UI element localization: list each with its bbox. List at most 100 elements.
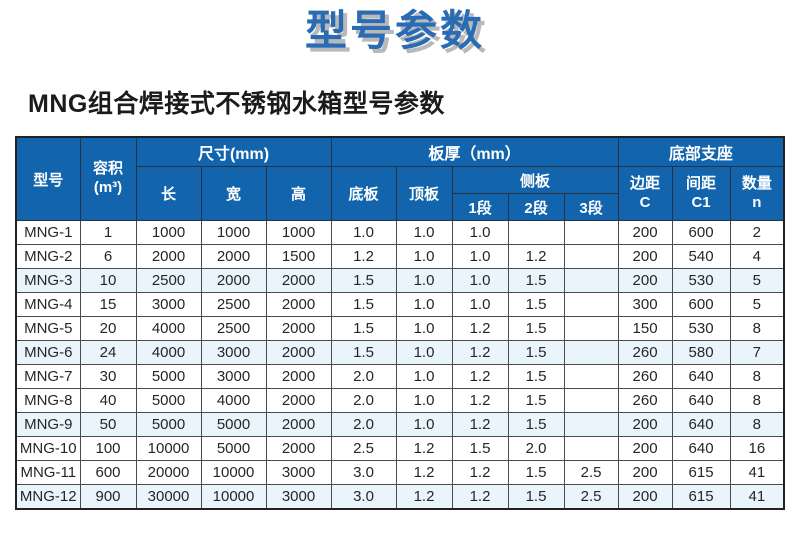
header-qty-line2: n xyxy=(752,193,762,211)
value-cell: 1.0 xyxy=(395,220,453,246)
value-cell: 5000 xyxy=(135,412,202,438)
value-cell: 200 xyxy=(617,412,673,438)
value-cell: 2000 xyxy=(265,340,332,366)
table-row: MNG-10 100 10000 5000 2000 2.5 1.2 1.5 2.0 200 640… xyxy=(15,436,785,462)
value-cell: 200 xyxy=(617,244,673,270)
header-thickness-group: 板厚（mm） xyxy=(330,136,619,168)
value-cell: 1.2 xyxy=(451,316,509,342)
model-cell: MNG-5 xyxy=(15,316,81,342)
value-cell: 20 xyxy=(79,316,137,342)
table-row: MNG-4 15 3000 2500 2000 1.5 1.0 1.0 1.5 300 600 5 xyxy=(15,292,785,318)
model-cell: MNG-3 xyxy=(15,268,81,294)
header-volume-line1: 容积 xyxy=(92,160,123,178)
table-row: MNG-7 30 5000 3000 2000 2.0 1.0 1.2 1.5 260 640 8 xyxy=(15,364,785,390)
value-cell: 600 xyxy=(671,292,731,318)
value-cell: 200 xyxy=(617,460,673,486)
value-cell xyxy=(563,388,619,414)
value-cell: 10000 xyxy=(135,436,202,462)
value-cell: 1.0 xyxy=(451,244,509,270)
value-cell: 1.0 xyxy=(395,340,453,366)
value-cell: 1.0 xyxy=(451,268,509,294)
value-cell: 640 xyxy=(671,364,731,390)
value-cell: 8 xyxy=(729,388,785,414)
value-cell: 10000 xyxy=(200,484,267,510)
value-cell: 1.2 xyxy=(451,460,509,486)
table-row: MNG-9 50 5000 5000 2000 2.0 1.0 1.2 1.5 200 640 8 xyxy=(15,412,785,438)
value-cell: 8 xyxy=(729,412,785,438)
value-cell: 1.5 xyxy=(330,340,397,366)
value-cell: 1.5 xyxy=(330,292,397,318)
value-cell: 24 xyxy=(79,340,137,366)
value-cell: 2000 xyxy=(265,412,332,438)
header-bottom-plate: 底板 xyxy=(330,166,397,222)
value-cell: 100 xyxy=(79,436,137,462)
value-cell: 600 xyxy=(671,220,731,246)
value-cell: 1000 xyxy=(265,220,332,246)
value-cell: 3.0 xyxy=(330,484,397,510)
value-cell xyxy=(563,412,619,438)
value-cell: 615 xyxy=(671,460,731,486)
value-cell: 615 xyxy=(671,484,731,510)
value-cell: 8 xyxy=(729,364,785,390)
value-cell: 2000 xyxy=(265,292,332,318)
value-cell: 2000 xyxy=(265,316,332,342)
value-cell: 41 xyxy=(729,484,785,510)
header-width: 宽 xyxy=(200,166,267,222)
value-cell: 2.5 xyxy=(563,484,619,510)
value-cell: 2000 xyxy=(265,388,332,414)
header-qty-n: 数量 n xyxy=(729,166,785,222)
page-title: 型号参数 xyxy=(304,7,485,54)
value-cell: 2.0 xyxy=(330,388,397,414)
value-cell: 2 xyxy=(729,220,785,246)
value-cell: 2.0 xyxy=(330,364,397,390)
value-cell xyxy=(563,268,619,294)
value-cell: 1000 xyxy=(200,220,267,246)
value-cell xyxy=(563,364,619,390)
value-cell: 2500 xyxy=(200,316,267,342)
value-cell: 5 xyxy=(729,292,785,318)
value-cell: 10000 xyxy=(200,460,267,486)
value-cell: 1.0 xyxy=(395,364,453,390)
value-cell: 1.2 xyxy=(451,412,509,438)
value-cell: 6 xyxy=(79,244,137,270)
value-cell: 200 xyxy=(617,484,673,510)
value-cell: 1500 xyxy=(265,244,332,270)
page-subtitle: MNG组合焊接式不锈钢水箱型号参数 xyxy=(28,90,445,119)
value-cell: 40 xyxy=(79,388,137,414)
value-cell: 4000 xyxy=(200,388,267,414)
header-height: 高 xyxy=(265,166,332,222)
model-cell: MNG-4 xyxy=(15,292,81,318)
table-row: MNG-1 1 1000 1000 1000 1.0 1.0 1.0 200 600 2 xyxy=(15,220,785,246)
header-size-group: 尺寸(mm) xyxy=(135,136,332,168)
value-cell: 3000 xyxy=(135,292,202,318)
table-row: MNG-3 10 2500 2000 2000 1.5 1.0 1.0 1.5 200 530 5 xyxy=(15,268,785,294)
value-cell: 2500 xyxy=(200,292,267,318)
value-cell: 3000 xyxy=(265,484,332,510)
header-seg1: 1段 xyxy=(451,193,509,222)
header-seg3: 3段 xyxy=(563,193,619,222)
header-top-plate: 顶板 xyxy=(395,166,453,222)
value-cell: 1.5 xyxy=(330,316,397,342)
value-cell: 5000 xyxy=(135,364,202,390)
value-cell: 600 xyxy=(79,460,137,486)
header-side-plate-group: 侧板 xyxy=(451,166,619,195)
value-cell: 1.0 xyxy=(395,244,453,270)
header-edge-line1: 边距 xyxy=(630,174,661,192)
value-cell: 2.5 xyxy=(563,460,619,486)
value-cell: 5000 xyxy=(200,412,267,438)
value-cell xyxy=(563,436,619,462)
value-cell: 2.5 xyxy=(330,436,397,462)
value-cell: 530 xyxy=(671,268,731,294)
value-cell: 1.2 xyxy=(451,484,509,510)
table-row: MNG-6 24 4000 3000 2000 1.5 1.0 1.2 1.5 260 580 7 xyxy=(15,340,785,366)
header-volume-line2: (m³) xyxy=(93,179,123,197)
value-cell: 3.0 xyxy=(330,460,397,486)
header-seg2: 2段 xyxy=(507,193,565,222)
value-cell: 1.0 xyxy=(395,268,453,294)
value-cell: 1.5 xyxy=(507,268,565,294)
value-cell: 1.2 xyxy=(451,340,509,366)
value-cell: 300 xyxy=(617,292,673,318)
value-cell: 1.0 xyxy=(330,220,397,246)
table-row: MNG-11 600 20000 10000 3000 3.0 1.2 1.2 1.5 2.5 20… xyxy=(15,460,785,486)
value-cell: 200 xyxy=(617,268,673,294)
